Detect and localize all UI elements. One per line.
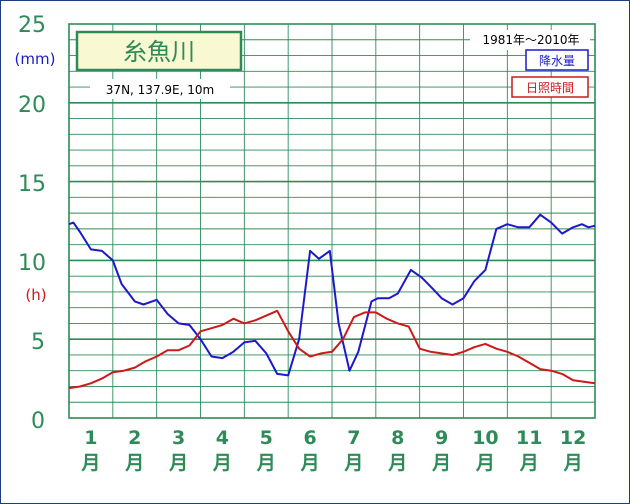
month-number-label: 1 [84,427,97,449]
month-number-label: 2 [128,427,141,449]
legend-precip-box [525,49,589,71]
month-suffix-label: 月 [475,452,495,474]
period-label: 1981年〜2010年 [482,33,579,47]
month-suffix-label: 月 [212,452,232,474]
month-number-label: 4 [216,427,229,449]
y-tick-label: 10 [18,251,46,276]
title-box [75,30,243,72]
month-suffix-label: 月 [387,452,407,474]
month-suffix-label: 月 [256,452,276,474]
legend-precip-label: 降水量 [539,54,575,68]
month-suffix-label: 月 [519,452,539,474]
month-number-label: 3 [172,427,185,449]
month-suffix-label: 月 [300,452,320,474]
y-axis-ticks: 0 5 10 15 20 25 [18,13,46,434]
y-tick-label: 25 [18,13,46,38]
month-suffix-label: 月 [80,452,100,474]
month-suffix-label: 月 [168,452,188,474]
unit-precip-label: (mm) [15,50,56,68]
series-group [68,213,596,390]
month-number-label: 6 [303,427,316,449]
location-bg [90,79,230,99]
y-tick-label: 15 [18,172,46,197]
month-number-label: 5 [260,427,273,449]
month-suffix-label: 月 [124,452,144,474]
legend-sunshine-box [511,76,589,98]
location-label: 37N, 137.9E, 10m [106,83,214,97]
month-number-label: 10 [472,427,498,449]
month-number-label: 7 [347,427,360,449]
chart-title: 糸魚川 [123,38,195,66]
month-number-label: 11 [516,427,542,449]
month-number-label: 9 [435,427,448,449]
period-bg [470,30,590,50]
y-tick-label: 0 [31,409,45,434]
month-number-label: 12 [560,427,586,449]
sunshine-line [68,309,596,390]
month-suffix-label: 月 [343,452,363,474]
month-suffix-label: 月 [431,452,451,474]
month-number-label: 8 [391,427,404,449]
month-suffix-label: 月 [563,452,583,474]
legend-sunshine-label: 日照時間 [526,81,574,95]
precipitation-line [68,213,596,377]
y-tick-label: 20 [18,93,46,118]
unit-sunshine-label: (h) [25,286,46,304]
month-labels: 1 月 2 月 3 月 4 月 5 月 6 月 7 月 8 月 9 月 10 月 11 月 12 月 [80,427,586,474]
y-tick-label: 5 [31,330,45,355]
